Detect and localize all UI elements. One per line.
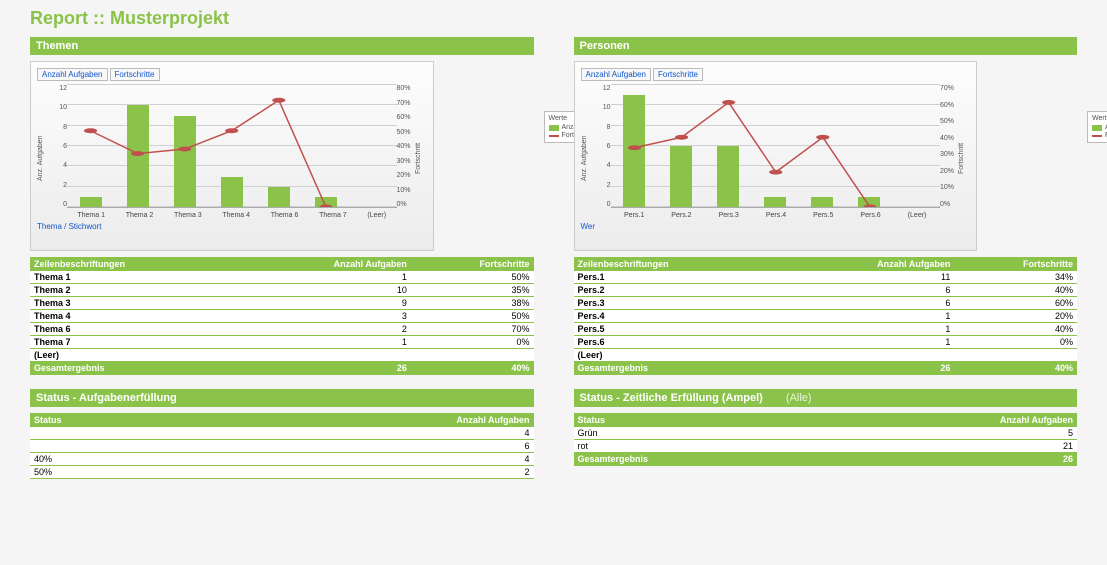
table-cell [783, 349, 955, 362]
table-cell: Thema 2 [30, 284, 239, 297]
table-cell: Pers.4 [574, 310, 783, 323]
table-cell: 4 [183, 427, 533, 440]
table-cell: 70% [411, 323, 534, 336]
table-cell: Thema 4 [30, 310, 239, 323]
table-cell: 10 [239, 284, 411, 297]
table-cell: (Leer) [30, 349, 239, 362]
bar [315, 197, 337, 207]
table-cell: Pers.6 [574, 336, 783, 349]
themen-table: ZeilenbeschriftungenAnzahl AufgabenForts… [30, 257, 534, 375]
table-cell: 3 [239, 310, 411, 323]
table-cell: 5 [821, 427, 1077, 440]
table-cell [239, 349, 411, 362]
table-cell: Thema 7 [30, 336, 239, 349]
personen-column: Personen Anzahl Aufgaben Fortschritte An… [574, 37, 1078, 479]
personen-axis-link[interactable]: Wer [581, 222, 971, 231]
themen-column: Themen Anzahl Aufgaben Fortschritte Anz.… [30, 37, 534, 479]
report-title: Report :: Musterprojekt [30, 8, 1077, 29]
table-cell: Thema 1 [30, 271, 239, 284]
table-cell [30, 440, 183, 453]
table-cell: Thema 3 [30, 297, 239, 310]
table-cell: 60% [954, 297, 1077, 310]
bar [623, 95, 645, 207]
bar [268, 187, 290, 207]
bar [811, 197, 833, 207]
tab-anzahl-p[interactable]: Anzahl Aufgaben [581, 68, 652, 81]
tab-fortschritte-p[interactable]: Fortschritte [653, 68, 703, 81]
table-cell: 50% [411, 310, 534, 323]
table-cell: 0% [411, 336, 534, 349]
status-zeit-table: StatusAnzahl AufgabenGrün5rot21Gesamterg… [574, 413, 1078, 466]
table-cell: 50% [411, 271, 534, 284]
themen-axis-link[interactable]: Thema / Stichwort [37, 222, 427, 231]
themen-header: Themen [30, 37, 534, 55]
status-auf-table: StatusAnzahl Aufgaben4640%450%2 [30, 413, 534, 479]
bar [221, 177, 243, 208]
table-cell: (Leer) [574, 349, 783, 362]
table-cell: Pers.3 [574, 297, 783, 310]
table-cell: 20% [954, 310, 1077, 323]
bar [858, 197, 880, 207]
table-cell: 1 [239, 336, 411, 349]
table-cell: 1 [783, 323, 955, 336]
tab-anzahl[interactable]: Anzahl Aufgaben [37, 68, 108, 81]
table-cell: 34% [954, 271, 1077, 284]
table-cell: 6 [183, 440, 533, 453]
table-cell: 40% [954, 323, 1077, 336]
table-cell: 50% [30, 466, 183, 479]
status-zeit-title: Status - Zeitliche Erfüllung (Ampel) [580, 392, 763, 404]
table-cell: 1 [783, 336, 955, 349]
bar [764, 197, 786, 207]
tab-fortschritte[interactable]: Fortschritte [110, 68, 160, 81]
table-cell: 38% [411, 297, 534, 310]
table-cell [30, 427, 183, 440]
personen-header: Personen [574, 37, 1078, 55]
table-cell: 1 [783, 310, 955, 323]
table-cell: 40% [30, 453, 183, 466]
table-cell: Pers.2 [574, 284, 783, 297]
status-auf-header: Status - Aufgabenerfüllung [30, 389, 534, 407]
table-cell: 21 [821, 440, 1077, 453]
personen-table: ZeilenbeschriftungenAnzahl AufgabenForts… [574, 257, 1078, 375]
table-cell: Thema 6 [30, 323, 239, 336]
bar [174, 116, 196, 208]
table-cell: 6 [783, 297, 955, 310]
table-cell: 35% [411, 284, 534, 297]
table-cell: 9 [239, 297, 411, 310]
table-cell: 0% [954, 336, 1077, 349]
table-cell: 1 [239, 271, 411, 284]
bar [670, 146, 692, 207]
table-cell: Grün [574, 427, 822, 440]
table-cell: Pers.5 [574, 323, 783, 336]
table-cell: Pers.1 [574, 271, 783, 284]
status-zeit-header: Status - Zeitliche Erfüllung (Ampel) (Al… [574, 389, 1078, 407]
table-cell: 2 [183, 466, 533, 479]
bar [80, 197, 102, 207]
table-cell [411, 349, 534, 362]
bar [127, 105, 149, 207]
bar [717, 146, 739, 207]
table-cell: rot [574, 440, 822, 453]
table-cell: 40% [954, 284, 1077, 297]
personen-legend: WerteAnzahl AufgabenFortschritte [1087, 111, 1107, 143]
table-cell: 11 [783, 271, 955, 284]
table-cell: 6 [783, 284, 955, 297]
status-zeit-sub: (Alle) [786, 392, 812, 404]
personen-chart: Anzahl Aufgaben Fortschritte Anz. Aufgab… [574, 61, 978, 251]
themen-chart: Anzahl Aufgaben Fortschritte Anz. Aufgab… [30, 61, 434, 251]
table-cell [954, 349, 1077, 362]
table-cell: 4 [183, 453, 533, 466]
table-cell: 2 [239, 323, 411, 336]
